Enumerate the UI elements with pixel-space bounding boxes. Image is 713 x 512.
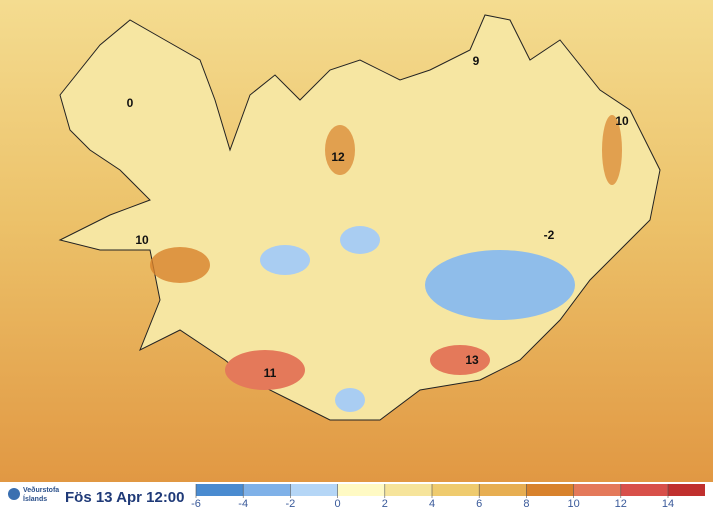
map-label: 12 xyxy=(331,150,345,164)
legend-tick-label: -2 xyxy=(286,498,296,510)
legend-swatch xyxy=(620,484,668,496)
legend-tick-label: 12 xyxy=(615,498,627,510)
map-label: 10 xyxy=(135,233,149,247)
legend-tick-label: -4 xyxy=(238,498,248,510)
logo-text: Íslands xyxy=(23,494,47,503)
legend-tick-label: 4 xyxy=(429,498,435,510)
legend-tick-label: 6 xyxy=(476,498,482,510)
map-label: -2 xyxy=(544,228,555,242)
legend-tick-label: 2 xyxy=(382,498,388,510)
map-label: 9 xyxy=(473,54,480,68)
terrain xyxy=(150,115,622,412)
date-label: Fös 13 Apr 12:00 xyxy=(65,489,185,506)
legend-tick-label: -6 xyxy=(191,498,201,510)
legend-swatch xyxy=(479,484,527,496)
map-label: 0 xyxy=(127,96,134,110)
legend-swatch xyxy=(337,484,385,496)
legend-swatch xyxy=(526,484,574,496)
legend-swatch xyxy=(243,484,291,496)
logo-icon xyxy=(8,488,20,500)
legend-swatch xyxy=(668,484,705,496)
legend-tick-label: 14 xyxy=(662,498,674,510)
legend-swatch xyxy=(432,484,480,496)
logo-text: Veðurstofa xyxy=(23,486,59,494)
map-label: 11 xyxy=(264,366,277,380)
legend-swatch xyxy=(573,484,621,496)
legend-tick-label: 0 xyxy=(335,498,341,510)
legend-swatch xyxy=(290,484,338,496)
legend-tick-label: 10 xyxy=(567,498,579,510)
legend-tick-label: 8 xyxy=(523,498,529,510)
map-label: 10 xyxy=(615,114,629,128)
legend-swatch xyxy=(384,484,432,496)
legend-swatch xyxy=(196,484,244,496)
map-label: 13 xyxy=(465,353,479,367)
